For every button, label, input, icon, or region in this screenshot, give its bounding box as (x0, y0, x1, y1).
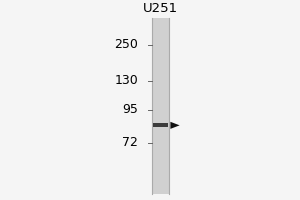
Bar (152, 18, 169, 194)
Text: 250: 250 (114, 38, 138, 51)
Text: 72: 72 (122, 136, 138, 149)
Text: 130: 130 (114, 74, 138, 87)
Bar (153, 123, 168, 127)
Text: U251: U251 (143, 2, 178, 15)
Polygon shape (170, 122, 180, 129)
Text: 95: 95 (122, 103, 138, 116)
